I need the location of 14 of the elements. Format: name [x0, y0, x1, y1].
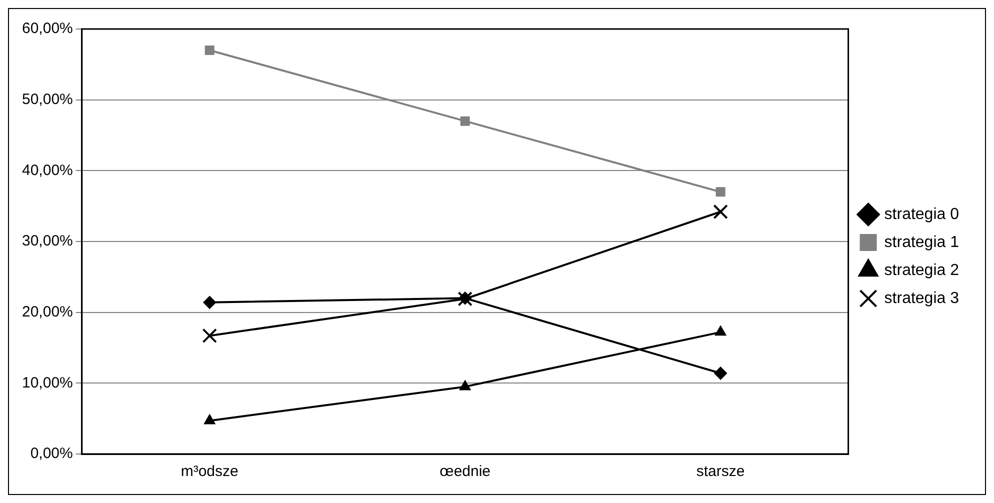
y-tick-label: 60,00%: [22, 20, 73, 38]
x-tick-label: m³odsze: [180, 463, 238, 480]
x-tick-label: starsze: [696, 463, 745, 480]
x-tick-label: œednie: [440, 463, 491, 480]
y-tick-label: 0,00%: [30, 445, 73, 462]
legend-label: strategia 1: [884, 234, 960, 251]
legend-label: strategia 2: [884, 262, 960, 279]
y-tick-label: 40,00%: [22, 162, 73, 179]
legend-label: strategia 3: [884, 290, 960, 307]
y-tick-label: 10,00%: [22, 374, 73, 392]
legend-label: strategia 0: [884, 206, 960, 223]
y-tick-label: 20,00%: [22, 303, 73, 320]
y-tick-label: 30,00%: [22, 232, 73, 250]
y-tick-label: 50,00%: [22, 90, 73, 108]
